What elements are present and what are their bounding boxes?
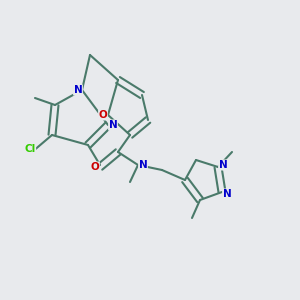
Text: N: N — [219, 160, 227, 170]
Text: N: N — [223, 189, 231, 199]
Text: O: O — [99, 110, 107, 120]
Text: Cl: Cl — [24, 144, 36, 154]
Text: O: O — [91, 162, 99, 172]
Text: N: N — [109, 120, 117, 130]
Text: N: N — [139, 160, 147, 170]
Text: N: N — [74, 85, 82, 95]
